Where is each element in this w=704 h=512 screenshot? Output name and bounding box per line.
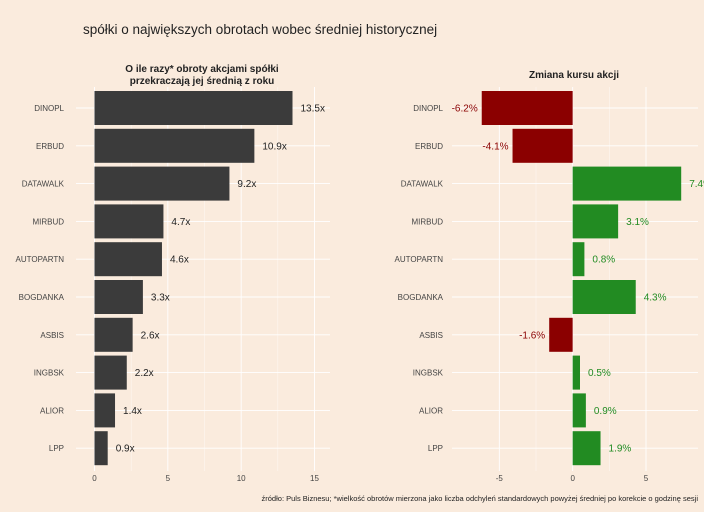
data-label: 0.8% [592, 255, 615, 266]
bar [512, 128, 573, 163]
category-label: DATAWALK [401, 180, 444, 189]
data-label: -1.6% [519, 330, 545, 341]
panel-title: O ile razy* obroty akcjami spółki [125, 64, 279, 75]
bar [572, 204, 619, 239]
x-tick-label: 5 [644, 474, 649, 483]
category-label: LPP [49, 444, 64, 453]
data-label: 0.5% [588, 368, 611, 379]
data-label: 4.6x [170, 255, 189, 266]
chart-title: spółki o największych obrotach wobec śre… [83, 22, 438, 37]
x-tick-label: 5 [166, 474, 171, 483]
data-label: -4.1% [482, 141, 508, 152]
data-label: 0.9x [116, 444, 135, 455]
bar [572, 280, 636, 314]
data-label: 3.1% [626, 217, 649, 228]
data-label: 0.9% [594, 406, 617, 417]
panel-title: przekraczają jej średnią z roku [130, 76, 275, 87]
x-tick-label: 0 [570, 474, 575, 483]
category-label: BOGDANKA [398, 293, 444, 302]
data-label: 2.2x [135, 368, 154, 379]
category-label: MIRBUD [411, 217, 443, 226]
data-label: 3.3x [151, 293, 170, 304]
category-label: INGBSK [34, 369, 65, 378]
bar [94, 204, 164, 239]
panel-title: Zmiana kursu akcji [529, 70, 619, 81]
category-label: ASBIS [419, 331, 443, 340]
bar [94, 355, 127, 390]
source-caption: źródło: Puls Biznesu; *wielkość obrotów … [261, 494, 698, 503]
category-label: ERBUD [36, 142, 64, 151]
category-label: BOGDANKA [19, 293, 65, 302]
bar [572, 166, 682, 201]
data-label: 7.4% [689, 179, 704, 190]
data-label: 2.6x [141, 330, 160, 341]
x-tick-label: 0 [92, 474, 97, 483]
category-label: ALIOR [40, 406, 64, 415]
bar [94, 242, 162, 277]
bar [572, 393, 586, 428]
bar [572, 355, 580, 390]
bar [572, 431, 601, 466]
bar [572, 242, 585, 277]
category-label: AUTOPARTN [395, 255, 444, 264]
data-label: -6.2% [452, 104, 478, 115]
x-tick-label: 15 [310, 474, 319, 483]
bar [94, 317, 133, 352]
category-label: LPP [428, 444, 443, 453]
data-label: 4.3% [644, 293, 667, 304]
bar [94, 91, 293, 125]
data-label: 1.4x [123, 406, 142, 417]
bar [94, 393, 116, 428]
data-label: 10.9x [262, 141, 286, 152]
data-label: 13.5x [301, 104, 325, 115]
bar [94, 128, 255, 163]
data-label: 1.9% [609, 444, 632, 455]
x-tick-label: -5 [496, 474, 504, 483]
bar [94, 166, 230, 201]
category-label: DINOPL [413, 104, 443, 113]
category-label: ERBUD [415, 142, 443, 151]
bar [94, 280, 143, 314]
category-label: INGBSK [413, 369, 444, 378]
x-tick-label: 10 [237, 474, 246, 483]
category-label: ALIOR [419, 406, 443, 415]
data-label: 4.7x [171, 217, 190, 228]
category-label: MIRBUD [32, 217, 64, 226]
bar [481, 91, 573, 125]
data-label: 9.2x [237, 179, 256, 190]
bar [549, 317, 573, 352]
category-label: AUTOPARTN [16, 255, 65, 264]
category-label: DATAWALK [22, 180, 65, 189]
category-label: DINOPL [34, 104, 64, 113]
bar [94, 431, 108, 466]
category-label: ASBIS [40, 331, 64, 340]
